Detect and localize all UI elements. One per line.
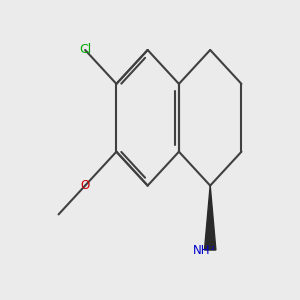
Text: O: O: [80, 179, 90, 192]
Text: ₂: ₂: [210, 243, 214, 252]
Text: Cl: Cl: [79, 44, 91, 56]
Polygon shape: [205, 186, 216, 250]
Text: NH: NH: [193, 244, 210, 256]
